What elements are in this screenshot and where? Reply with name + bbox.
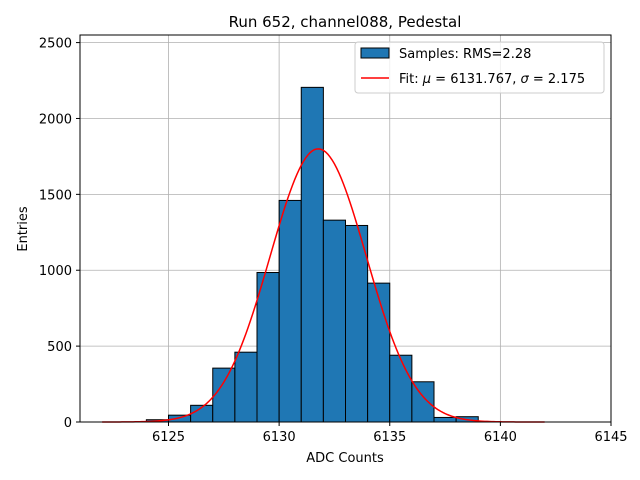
legend-histogram-label: Samples: RMS=2.28 xyxy=(399,47,531,62)
legend-fit-mu-symbol: μ xyxy=(422,72,431,87)
x-tick-label: 6135 xyxy=(373,430,406,445)
y-tick-label: 1000 xyxy=(39,264,72,279)
legend-histogram-swatch xyxy=(360,47,390,59)
histogram-bar xyxy=(234,351,258,423)
histogram-bars xyxy=(145,86,479,423)
x-axis-label: ADC Counts xyxy=(306,451,384,466)
histogram-bar xyxy=(212,367,236,423)
histogram-bar xyxy=(433,416,457,423)
y-tick-label: 2500 xyxy=(39,37,72,52)
legend-box xyxy=(354,41,605,94)
legend-fit-label: Fit: μ = 6131.767, σ = 2.175 xyxy=(399,72,585,87)
histogram-bar xyxy=(345,224,369,423)
y-tick-label: 500 xyxy=(47,340,72,355)
histogram-bar xyxy=(256,272,280,423)
legend-fit-mu-value: = 6131.767, xyxy=(431,72,520,87)
histogram-bar xyxy=(389,354,413,423)
y-tick-label: 0 xyxy=(64,416,72,431)
histogram-bar xyxy=(411,381,435,423)
histogram-bar xyxy=(300,86,324,423)
legend: Samples: RMS=2.28 Fit: μ = 6131.767, σ =… xyxy=(354,41,605,94)
legend-fit-sigma-value: = 2.175 xyxy=(529,72,585,87)
chart-title: Run 652, channel088, Pedestal xyxy=(229,13,462,31)
plot-frame xyxy=(79,34,612,423)
histogram-bar xyxy=(367,282,391,423)
y-axis-label: Entries xyxy=(16,206,31,252)
x-tick-label: 6145 xyxy=(594,430,627,445)
x-tick-label: 6130 xyxy=(263,430,296,445)
x-tick-label: 6125 xyxy=(152,430,185,445)
x-tick-label: 6140 xyxy=(484,430,517,445)
legend-fit-sigma-symbol: σ xyxy=(521,72,530,87)
y-axis-ticks: 0 500 1000 1500 2000 2500 xyxy=(39,37,80,431)
y-tick-label: 2000 xyxy=(39,112,72,127)
x-axis-ticks: 6125 6130 6135 6140 6145 xyxy=(152,422,628,445)
histogram-bar xyxy=(322,219,346,423)
histogram-bar xyxy=(278,199,302,423)
legend-fit-prefix: Fit: xyxy=(399,72,423,87)
gaussian-fit-curve xyxy=(102,148,545,423)
y-tick-label: 1500 xyxy=(39,188,72,203)
